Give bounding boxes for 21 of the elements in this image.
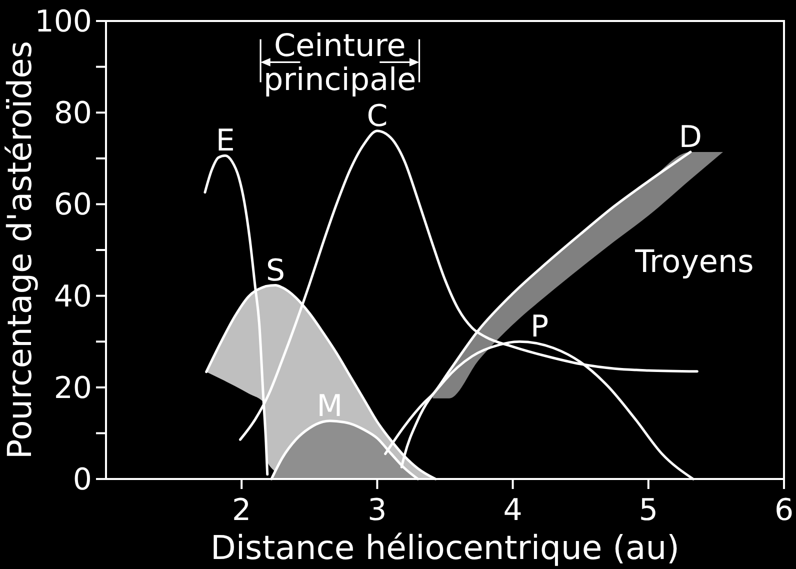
annotation: Ceinture principale	[264, 28, 416, 98]
y-tick-label: 0	[72, 462, 92, 498]
series-label: P	[530, 310, 549, 345]
series-label: D	[678, 120, 702, 155]
y-tick-label: 100	[34, 4, 92, 40]
series-label: M	[316, 388, 343, 424]
y-tick-label: 60	[54, 188, 92, 223]
x-tick-label: 3	[368, 493, 387, 528]
y-tick-label: 20	[54, 370, 92, 406]
x-tick-label: 5	[638, 493, 658, 528]
x-axis-title: Distance héliocentrique (au)	[210, 528, 680, 567]
y-tick-label: 40	[54, 279, 92, 314]
y-axis-title: Pourcentage d'astéroïdes	[0, 40, 39, 460]
x-tick-label: 2	[232, 493, 252, 528]
x-tick-label: 6	[774, 493, 794, 528]
series-label: S	[266, 253, 286, 288]
x-tick-label: 4	[503, 493, 522, 528]
y-tick-label: 80	[54, 96, 92, 132]
legend-label: C	[366, 98, 388, 134]
series-label: E	[216, 124, 235, 159]
annotation: Troyens	[634, 244, 754, 280]
